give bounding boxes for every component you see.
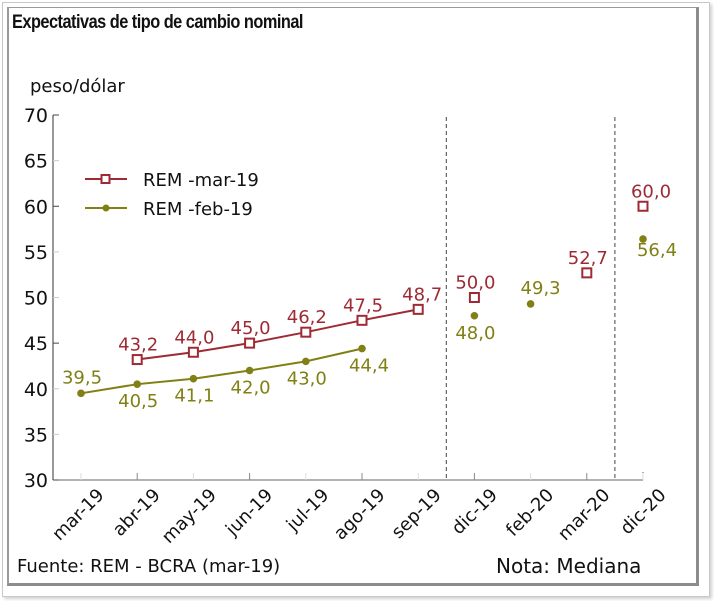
legend-marker-rem-mar-19 — [100, 174, 111, 184]
x-tick-label: abr-19 — [109, 485, 165, 541]
data-label: 41,1 — [174, 386, 214, 407]
data-point-rem-feb-19 — [358, 344, 366, 353]
data-point-rem-mar-19 — [300, 326, 312, 338]
data-label: 47,5 — [343, 295, 383, 316]
data-label: 56,4 — [637, 240, 677, 261]
data-point-rem-mar-19 — [581, 267, 593, 279]
data-point-rem-feb-19 — [133, 380, 141, 388]
y-tick-label: 55 — [24, 242, 48, 264]
data-point-rem-mar-19 — [244, 337, 256, 349]
legend-marker-rem-feb-19 — [102, 204, 110, 212]
data-point-rem-feb-19 — [639, 235, 647, 243]
data-point-rem-feb-19 — [77, 389, 85, 398]
data-label: 44,4 — [349, 356, 389, 377]
y-tick-label: 65 — [24, 151, 48, 173]
data-label: 44,0 — [174, 327, 214, 348]
data-label: 39,5 — [62, 367, 102, 388]
data-label: 40,5 — [118, 391, 158, 412]
x-tick-label: mar-20 — [554, 485, 614, 545]
data-label: 46,2 — [287, 307, 327, 328]
x-tick-label: dic-20 — [616, 485, 670, 539]
chart-title: Expectativas de tipo de cambio nominal — [12, 12, 303, 33]
data-label: 43,0 — [287, 368, 327, 389]
legend-label-rem-mar-19: REM -mar-19 — [143, 170, 259, 191]
data-point-rem-mar-19 — [637, 200, 649, 212]
data-point-rem-feb-19 — [245, 366, 254, 375]
data-point-rem-feb-19 — [526, 300, 535, 308]
y-tick-label: 45 — [24, 333, 48, 355]
legend-label-rem-feb-19: REM -feb-19 — [143, 199, 253, 220]
y-tick-label: 40 — [24, 379, 48, 401]
x-tick-label: feb-20 — [502, 485, 558, 541]
chart-frame — [7, 7, 699, 586]
title-background — [9, 9, 354, 39]
data-point-rem-mar-19 — [131, 354, 143, 366]
x-tick-label: jun-19 — [221, 485, 277, 541]
y-tick-label: 60 — [24, 196, 48, 218]
data-point-rem-feb-19 — [470, 311, 479, 320]
median-note: Nota: Mediana — [496, 554, 642, 578]
y-tick-label: 70 — [24, 105, 48, 127]
data-label: 43,2 — [118, 335, 158, 356]
data-label: 60,0 — [631, 181, 671, 202]
x-tick-label: sep-19 — [388, 485, 446, 543]
data-point-rem-mar-19 — [468, 292, 480, 303]
series-line-rem-feb-19 — [80, 347, 363, 395]
data-point-rem-mar-19 — [356, 314, 368, 326]
series-line-rem-mar-19 — [137, 308, 419, 361]
source-note: Fuente: REM - BCRA (mar-19) — [17, 556, 281, 577]
data-label: 48,7 — [402, 284, 442, 305]
x-tick-label: jul-19 — [282, 485, 333, 536]
x-tick-label: dic-19 — [448, 485, 502, 539]
data-label: 49,3 — [521, 278, 561, 299]
data-point-rem-mar-19 — [187, 346, 199, 358]
data-label: 48,0 — [455, 323, 495, 344]
y-axis-label: peso/dólar — [30, 76, 125, 97]
data-point-rem-mar-19 — [412, 303, 424, 315]
y-tick-label: 30 — [24, 470, 48, 492]
y-tick-label: 35 — [24, 424, 48, 446]
x-tick-label: ago-19 — [330, 485, 390, 545]
data-point-rem-feb-19 — [302, 357, 310, 366]
y-tick-label: 50 — [24, 288, 48, 310]
x-tick-label: may-19 — [158, 485, 221, 548]
data-label: 45,0 — [231, 318, 271, 339]
data-label: 42,0 — [231, 378, 271, 399]
x-tick-label: mar-19 — [48, 485, 108, 545]
data-label: 52,7 — [568, 248, 608, 269]
data-point-rem-feb-19 — [189, 374, 198, 383]
data-label: 50,0 — [455, 273, 495, 294]
